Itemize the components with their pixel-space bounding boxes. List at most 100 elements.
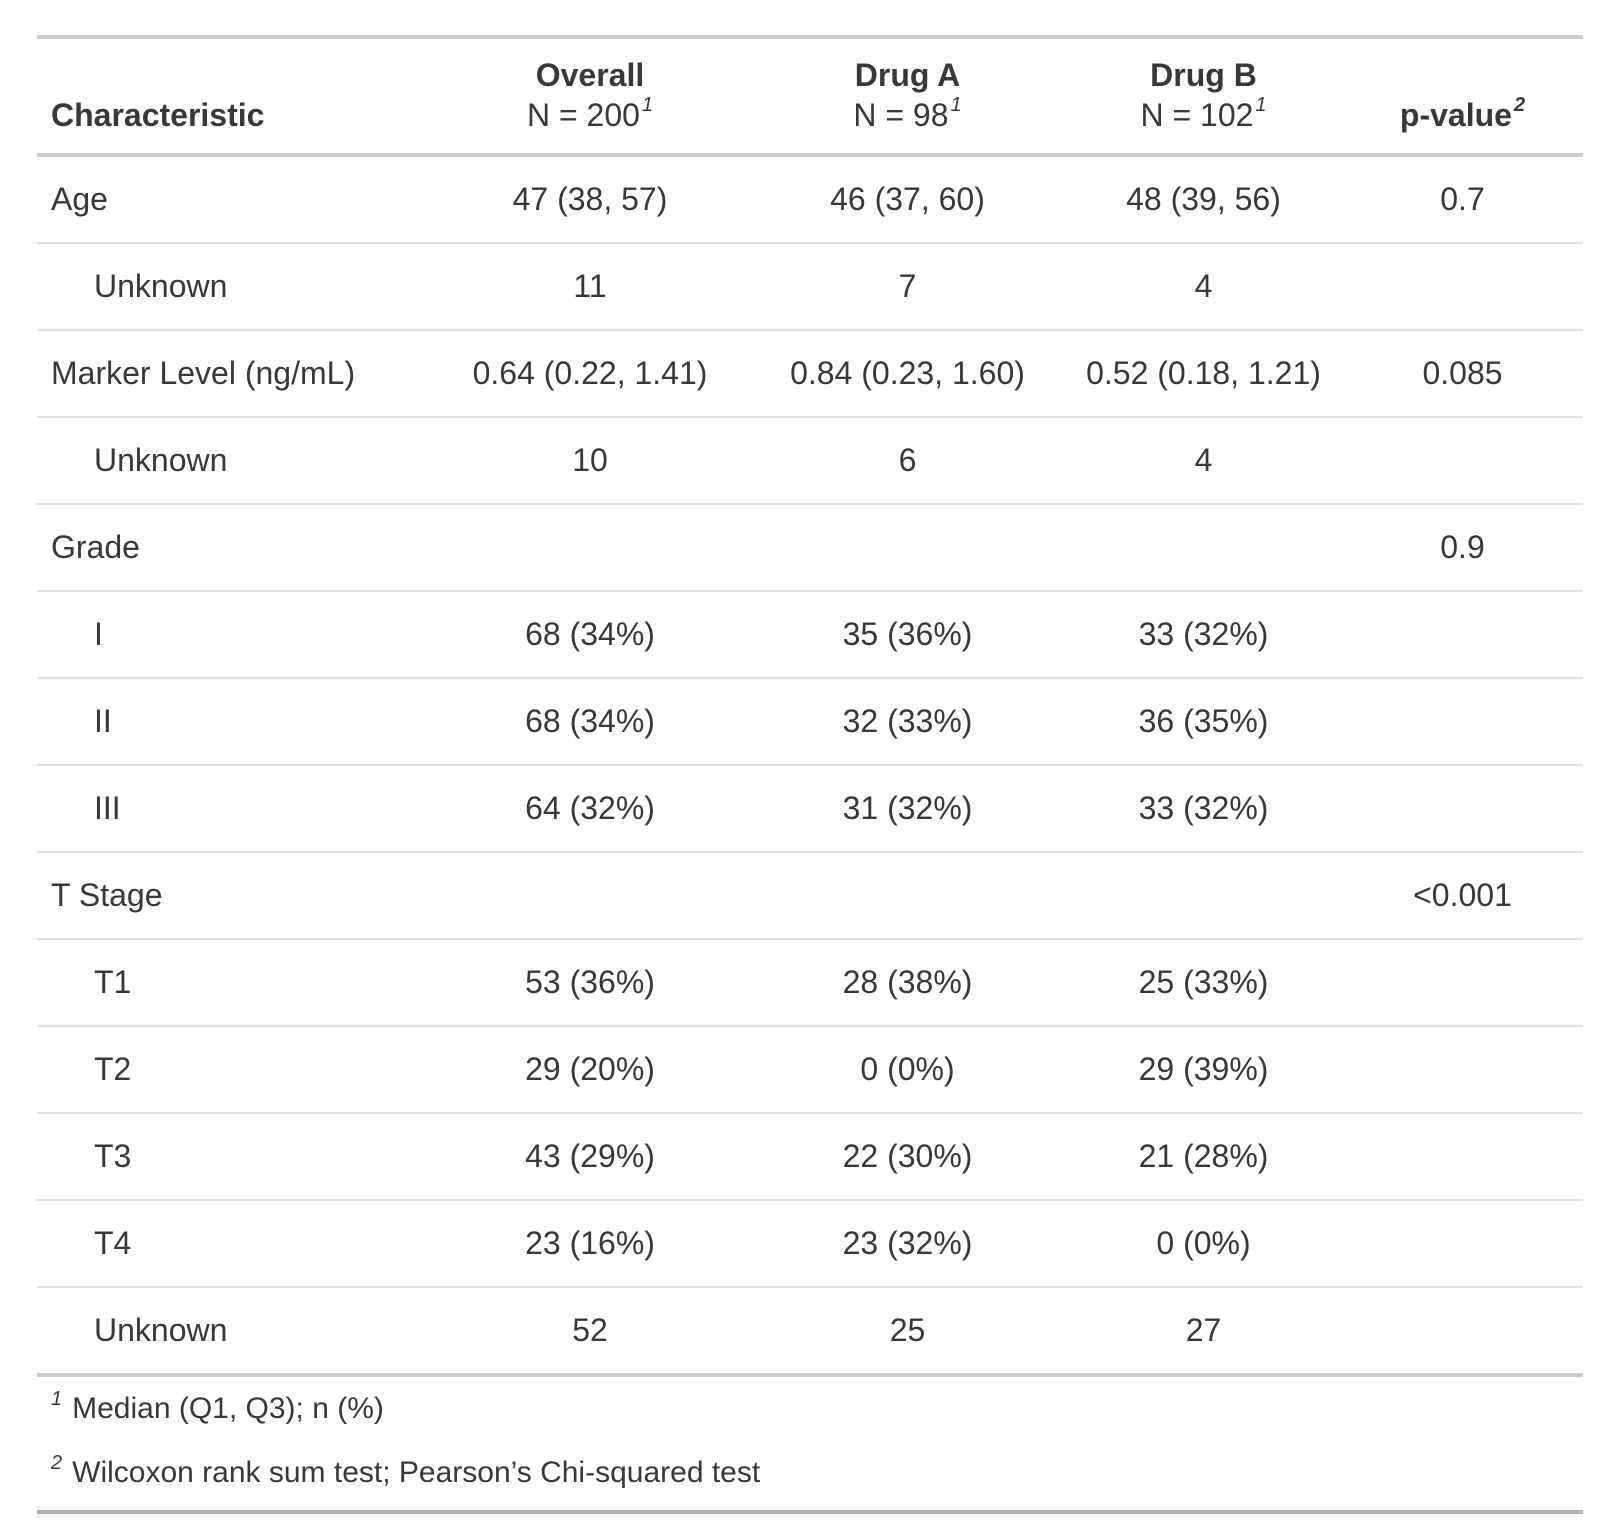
- cell-drug-b: 27: [1065, 1287, 1342, 1377]
- p-value-title-text: p-value: [1399, 97, 1512, 133]
- cell-p-value: [1342, 765, 1583, 853]
- cell-drug-a: [750, 852, 1065, 940]
- row-label: T4: [37, 1200, 430, 1288]
- row-label: T2: [37, 1026, 430, 1114]
- footnote-mark: 1: [641, 94, 654, 116]
- footnote-mark: 2: [1513, 94, 1526, 116]
- footnote-text: Median (Q1, Q3); n (%): [72, 1392, 384, 1425]
- cell-p-value: [1342, 1287, 1583, 1377]
- cell-overall: 64 (32%): [430, 765, 750, 853]
- table-row-t-stage: T Stage <0.001: [37, 852, 1583, 940]
- summary-table: Characteristic Overall N = 200 1 Drug A N…: [37, 35, 1583, 1514]
- cell-drug-b: 4: [1065, 417, 1342, 505]
- cell-drug-a: [750, 504, 1065, 592]
- cell-overall: 68 (34%): [430, 678, 750, 766]
- table-header: Characteristic Overall N = 200 1 Drug A N…: [37, 35, 1583, 157]
- row-label: I: [37, 591, 430, 679]
- cell-drug-b: 4: [1065, 243, 1342, 331]
- table-row-t4: T4 23 (16%) 23 (32%) 0 (0%): [37, 1200, 1583, 1288]
- table-row-grade-3: III 64 (32%) 31 (32%) 33 (32%): [37, 765, 1583, 853]
- col-header-drug-b-title: Drug B: [1150, 57, 1257, 93]
- cell-p-value: 0.9: [1342, 504, 1583, 592]
- cell-drug-a: 23 (32%): [750, 1200, 1065, 1288]
- cell-drug-a: 35 (36%): [750, 591, 1065, 679]
- footnote-text: Wilcoxon rank sum test; Pearson’s Chi-sq…: [72, 1456, 761, 1489]
- cell-overall: 47 (38, 57): [430, 155, 750, 244]
- drug-a-n-text: N = 98: [853, 97, 949, 133]
- cell-p-value: [1342, 1113, 1583, 1201]
- table-row-t-stage-unknown: Unknown 52 25 27: [37, 1287, 1583, 1377]
- table-row-age-unknown: Unknown 11 7 4: [37, 243, 1583, 331]
- cell-drug-a: 28 (38%): [750, 939, 1065, 1027]
- overall-n-text: N = 200: [526, 97, 640, 133]
- row-label: Age: [37, 155, 430, 244]
- col-header-overall: Overall N = 200 1: [430, 35, 750, 157]
- cell-drug-b: [1065, 504, 1342, 592]
- footnote-mark: 2: [51, 1452, 63, 1474]
- row-label: Marker Level (ng/mL): [37, 330, 430, 418]
- row-label: T Stage: [37, 852, 430, 940]
- cell-p-value: [1342, 1200, 1583, 1288]
- cell-p-value: [1342, 678, 1583, 766]
- row-label: III: [37, 765, 430, 853]
- table-row-grade: Grade 0.9: [37, 504, 1583, 592]
- cell-drug-a: 7: [750, 243, 1065, 331]
- cell-drug-b: 21 (28%): [1065, 1113, 1342, 1201]
- header-row: Characteristic Overall N = 200 1 Drug A N…: [37, 35, 1583, 157]
- cell-overall: 29 (20%): [430, 1026, 750, 1114]
- cell-drug-b: 25 (33%): [1065, 939, 1342, 1027]
- row-label: Grade: [37, 504, 430, 592]
- cell-drug-a: 32 (33%): [750, 678, 1065, 766]
- cell-overall: 11: [430, 243, 750, 331]
- row-label: II: [37, 678, 430, 766]
- cell-drug-b: 0.52 (0.18, 1.21): [1065, 330, 1342, 418]
- col-header-overall-title: Overall: [535, 57, 645, 93]
- cell-overall: 10: [430, 417, 750, 505]
- cell-p-value: [1342, 1026, 1583, 1114]
- footnote-row-1: 1 Median (Q1, Q3); n (%): [37, 1375, 1583, 1441]
- table-row-age: Age 47 (38, 57) 46 (37, 60) 48 (39, 56) …: [37, 155, 1583, 244]
- col-header-drug-a: Drug A N = 98 1: [750, 35, 1065, 157]
- cell-drug-b: 33 (32%): [1065, 765, 1342, 853]
- cell-drug-b: 36 (35%): [1065, 678, 1342, 766]
- col-header-drug-b-n: N = 102 1: [1073, 95, 1334, 135]
- cell-drug-a: 0 (0%): [750, 1026, 1065, 1114]
- cell-p-value: [1342, 243, 1583, 331]
- cell-p-value: [1342, 417, 1583, 505]
- col-header-characteristic-label: Characteristic: [51, 97, 265, 133]
- row-label: Unknown: [37, 417, 430, 505]
- cell-overall: 23 (16%): [430, 1200, 750, 1288]
- cell-p-value: <0.001: [1342, 852, 1583, 940]
- col-header-overall-n: N = 200 1: [438, 95, 742, 135]
- cell-p-value: [1342, 939, 1583, 1027]
- row-label: T3: [37, 1113, 430, 1201]
- cell-drug-a: 6: [750, 417, 1065, 505]
- col-header-characteristic: Characteristic: [37, 35, 430, 157]
- cell-drug-b: 48 (39, 56): [1065, 155, 1342, 244]
- row-label: Unknown: [37, 1287, 430, 1377]
- cell-overall: [430, 852, 750, 940]
- cell-drug-a: 25: [750, 1287, 1065, 1377]
- footnote-mark: 1: [51, 1388, 63, 1410]
- col-header-p-value-title: p-value 2: [1350, 95, 1575, 135]
- cell-overall: 43 (29%): [430, 1113, 750, 1201]
- table-row-marker-level: Marker Level (ng/mL) 0.64 (0.22, 1.41) 0…: [37, 330, 1583, 418]
- table-row-marker-unknown: Unknown 10 6 4: [37, 417, 1583, 505]
- cell-overall: 0.64 (0.22, 1.41): [430, 330, 750, 418]
- cell-overall: 52: [430, 1287, 750, 1377]
- table-body: Age 47 (38, 57) 46 (37, 60) 48 (39, 56) …: [37, 155, 1583, 1377]
- cell-overall: 53 (36%): [430, 939, 750, 1027]
- cell-drug-b: [1065, 852, 1342, 940]
- col-header-p-value: p-value 2: [1342, 35, 1583, 157]
- cell-p-value: [1342, 591, 1583, 679]
- cell-drug-b: 33 (32%): [1065, 591, 1342, 679]
- table-row-t1: T1 53 (36%) 28 (38%) 25 (33%): [37, 939, 1583, 1027]
- footnote-mark: 1: [1255, 94, 1267, 116]
- cell-overall: [430, 504, 750, 592]
- cell-drug-a: 46 (37, 60): [750, 155, 1065, 244]
- col-header-drug-a-title: Drug A: [854, 57, 961, 93]
- cell-drug-a: 31 (32%): [750, 765, 1065, 853]
- cell-drug-b: 29 (39%): [1065, 1026, 1342, 1114]
- table-row-t3: T3 43 (29%) 22 (30%) 21 (28%): [37, 1113, 1583, 1201]
- table-row-t2: T2 29 (20%) 0 (0%) 29 (39%): [37, 1026, 1583, 1114]
